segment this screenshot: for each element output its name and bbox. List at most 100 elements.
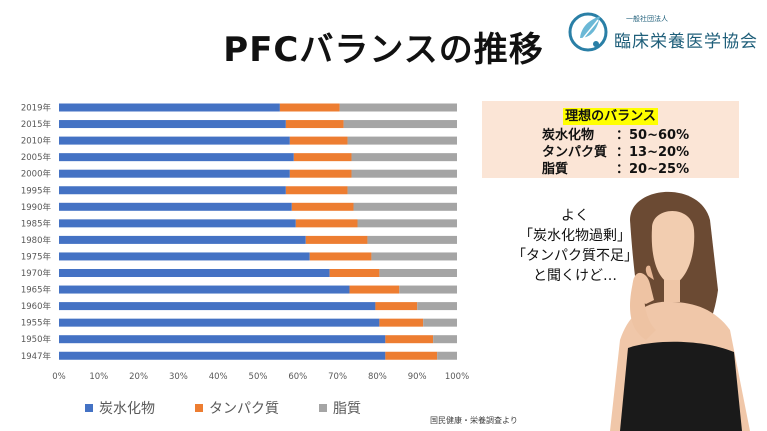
bar-fat-1947年 xyxy=(437,351,457,360)
legend-label-protein: タンパク質 xyxy=(209,401,279,417)
legend-item-carbohydrate: 炭水化物 xyxy=(85,398,155,418)
y-tick-label: 1950年 xyxy=(21,334,52,345)
y-tick-label: 1947年 xyxy=(21,351,52,362)
x-tick-label: 0% xyxy=(52,372,66,382)
x-tick-label: 90% xyxy=(408,372,427,382)
bar-carbohydrate-1975年 xyxy=(59,252,310,261)
bar-protein-1995年 xyxy=(285,186,348,195)
bar-fat-1960年 xyxy=(417,302,457,311)
bar-carbohydrate-1965年 xyxy=(59,285,350,294)
legend-label-fat: 脂質 xyxy=(333,401,361,417)
bar-fat-2005年 xyxy=(351,153,457,162)
chart-x-labels: 0% 10% 20% 30% 40% 50% 60% 70% 80% 90% 100% xyxy=(52,372,469,382)
y-tick-label: 1965年 xyxy=(21,285,52,296)
x-tick-label: 20% xyxy=(129,372,148,382)
bar-carbohydrate-1995年 xyxy=(59,186,286,195)
bar-protein-2000年 xyxy=(289,169,352,178)
bar-carbohydrate-1960年 xyxy=(59,302,376,311)
bar-protein-2005年 xyxy=(293,153,352,162)
bar-carbohydrate-1955年 xyxy=(59,318,380,327)
bar-protein-1975年 xyxy=(309,252,372,261)
bar-carbohydrate-1985年 xyxy=(59,219,296,228)
x-tick-label: 70% xyxy=(328,372,347,382)
x-tick-label: 10% xyxy=(89,372,108,382)
y-tick-label: 2005年 xyxy=(21,152,52,163)
legend-swatch-carbohydrate xyxy=(85,404,93,412)
ideal-value: ：20~25% xyxy=(616,162,690,177)
bar-protein-1955年 xyxy=(379,318,424,327)
y-tick-label: 1960年 xyxy=(21,301,52,312)
bar-carbohydrate-2005年 xyxy=(59,153,294,162)
bar-carbohydrate-2010年 xyxy=(59,136,290,145)
bar-carbohydrate-1990年 xyxy=(59,202,292,211)
bar-protein-1980年 xyxy=(305,235,368,244)
bar-fat-1955年 xyxy=(423,318,457,327)
bar-fat-1980年 xyxy=(367,235,457,244)
pfc-stacked-bar-chart: 2019年 2015年 2010年 2005年 2000年 1995年 1990年 1985年… xyxy=(21,103,469,383)
ideal-balance-box: 理想のバランス 炭水化物 ：50~60% タンパク質 ：13~20% 脂質 ：20~2… xyxy=(482,101,739,178)
bar-protein-2019年 xyxy=(279,103,340,112)
legend-swatch-protein xyxy=(195,404,203,412)
bar-protein-2015年 xyxy=(285,120,344,129)
y-tick-label: 1985年 xyxy=(21,218,52,229)
bar-protein-1970年 xyxy=(329,269,380,277)
ideal-name: 脂質 xyxy=(542,162,569,177)
bar-protein-1950年 xyxy=(385,335,434,344)
bar-fat-2010年 xyxy=(347,136,457,145)
y-tick-label: 2015年 xyxy=(21,119,52,130)
x-tick-label: 100% xyxy=(445,372,469,382)
bar-fat-1950年 xyxy=(433,335,457,344)
ideal-name: 炭水化物 xyxy=(542,128,595,143)
bar-carbohydrate-1950年 xyxy=(59,335,386,344)
bar-fat-1995年 xyxy=(347,186,457,195)
legend-label-carbohydrate: 炭水化物 xyxy=(99,401,155,417)
y-tick-label: 1990年 xyxy=(21,202,52,213)
x-tick-label: 60% xyxy=(288,372,307,382)
bar-fat-2000年 xyxy=(351,169,457,178)
bar-carbohydrate-1947年 xyxy=(59,351,386,360)
ideal-value: ：13~20% xyxy=(616,145,690,160)
ideal-row-fat: 脂質 ：20~25% xyxy=(542,158,689,177)
legend-item-protein: タンパク質 xyxy=(195,398,279,418)
ideal-row-protein: タンパク質 ：13~20% xyxy=(542,141,689,160)
page-title: PFCバランスの推移 xyxy=(223,30,544,70)
quote-line: 「タンパク質不足」 xyxy=(512,248,638,264)
bar-carbohydrate-1980年 xyxy=(59,235,306,244)
bar-protein-1960年 xyxy=(375,302,418,311)
bar-protein-1947年 xyxy=(385,351,438,360)
x-tick-label: 30% xyxy=(169,372,188,382)
ideal-name: タンパク質 xyxy=(542,145,608,160)
bar-carbohydrate-2019年 xyxy=(59,103,280,112)
chart-legend: 炭水化物 タンパク質 脂質 xyxy=(85,398,401,418)
x-tick-label: 50% xyxy=(249,372,268,382)
y-tick-label: 1970年 xyxy=(21,268,52,279)
bar-fat-1990年 xyxy=(353,202,457,211)
ideal-balance-title-wrap: 理想のバランス xyxy=(482,105,739,125)
legend-swatch-fat xyxy=(319,404,327,412)
bar-carbohydrate-2015年 xyxy=(59,120,286,129)
bar-fat-1970年 xyxy=(379,269,457,277)
bar-fat-2019年 xyxy=(339,103,457,112)
thinking-woman-illustration-icon xyxy=(610,191,750,431)
bar-fat-1965年 xyxy=(399,285,457,294)
y-tick-label: 2000年 xyxy=(21,169,52,180)
y-tick-label: 1995年 xyxy=(21,185,52,196)
chart-bars xyxy=(59,103,457,360)
logo-name: 臨床栄養医学協会 xyxy=(614,32,758,52)
x-tick-label: 80% xyxy=(368,372,387,382)
leaf-circle-logo-icon xyxy=(568,12,608,52)
source-note: 国民健康・栄養調査より xyxy=(430,416,518,425)
chart-y-labels: 2019年 2015年 2010年 2005年 2000年 1995年 1990年 1985年… xyxy=(21,103,52,362)
y-tick-label: 2010年 xyxy=(21,136,52,147)
bar-protein-1990年 xyxy=(291,202,354,211)
bar-fat-1975年 xyxy=(371,252,457,261)
bar-fat-2015年 xyxy=(343,120,457,129)
ideal-balance-title: 理想のバランス xyxy=(563,108,658,125)
y-tick-label: 2019年 xyxy=(21,103,52,114)
bar-carbohydrate-1970年 xyxy=(59,269,330,277)
ideal-row-carbohydrate: 炭水化物 ：50~60% xyxy=(542,124,689,143)
bar-protein-2010年 xyxy=(289,136,348,145)
quote-line: と聞くけど… xyxy=(533,268,617,284)
logo-small-text: 一般社団法人 xyxy=(626,15,668,23)
y-tick-label: 1975年 xyxy=(21,251,52,262)
